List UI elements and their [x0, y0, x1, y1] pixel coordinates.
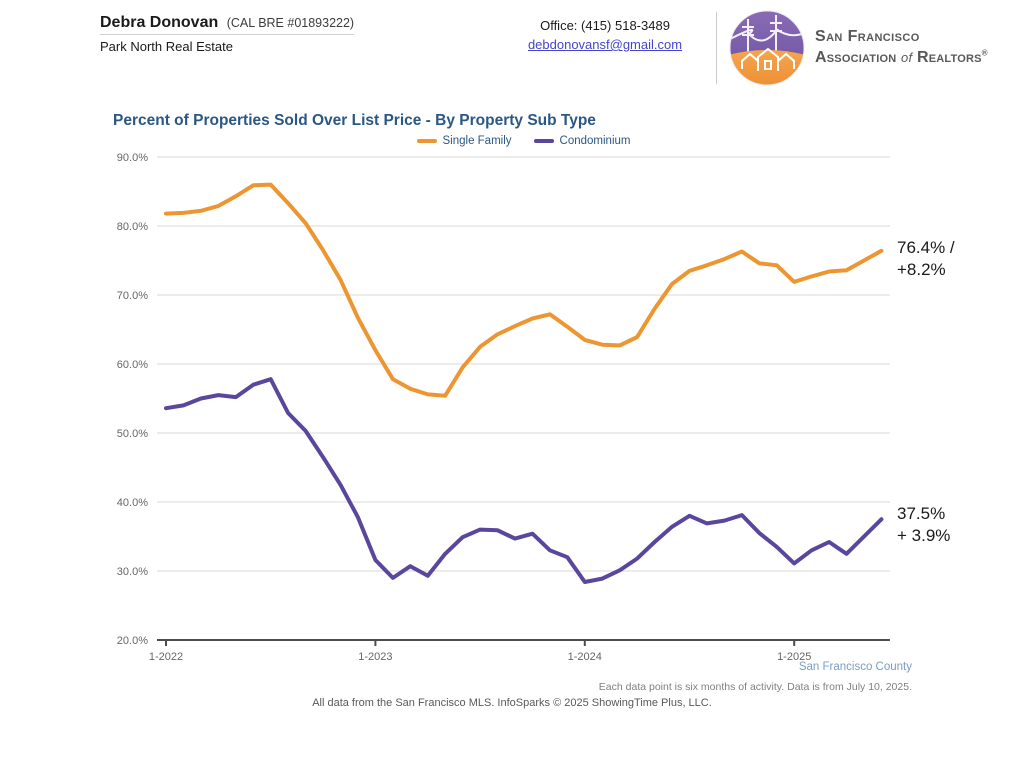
chart-title: Percent of Properties Sold Over List Pri… [113, 112, 596, 129]
x-tick-label: 1-2022 [149, 651, 183, 663]
single-family-color-swatch [416, 139, 437, 143]
legend-item-condominium[interactable]: Condominium [533, 135, 631, 147]
agent-name-line: Debra Donovan (CAL BRE #01893222) [100, 14, 355, 35]
agent-license: (CAL BRE #01893222) [226, 16, 355, 30]
county-label: San Francisco County [798, 661, 912, 673]
agent-name: Debra Donovan [100, 14, 219, 31]
mls-attribution: All data from the San Francisco MLS. Inf… [312, 697, 712, 709]
chart-legend: Single Family Condominium [157, 135, 890, 147]
agent-block: Debra Donovan (CAL BRE #01893222) Park N… [100, 14, 355, 54]
y-tick-label: 50.0% [117, 428, 148, 440]
office-phone: Office: (415) 518-3489 [540, 18, 670, 33]
y-tick-label: 20.0% [117, 635, 148, 647]
email-link[interactable]: debdonovansf@gmail.com [527, 37, 683, 52]
y-tick-label: 70.0% [117, 290, 148, 302]
y-tick-label: 40.0% [117, 497, 148, 509]
legend-label-condominium: Condominium [559, 135, 631, 147]
x-tick-label: 1-2025 [777, 651, 811, 663]
series-line-single-family[interactable] [164, 182, 884, 398]
agent-company: Park North Real Estate [100, 39, 233, 54]
single-family-end-annotation: 76.4% / +8.2% [897, 238, 955, 279]
legend-label-single-family: Single Family [442, 135, 512, 147]
sfar-logo-line2: Association of Realtors® [815, 48, 988, 66]
y-tick-label: 30.0% [117, 566, 148, 578]
header-divider [716, 12, 717, 84]
legend-item-single-family[interactable]: Single Family [416, 135, 512, 147]
sfar-logo-text: San Francisco Association of Realtors® [815, 27, 988, 69]
condominium-color-swatch [533, 139, 554, 143]
y-tick-label: 90.0% [117, 152, 148, 164]
registered-mark: ® [981, 48, 988, 58]
data-note: Each data point is six months of activit… [598, 681, 912, 693]
sfar-logo: San Francisco Association of Realtors® [728, 9, 988, 87]
y-tick-label: 80.0% [117, 221, 148, 233]
contact-block: Office: (415) 518-3489 debdonovansf@gmai… [505, 18, 705, 54]
sfar-logo-line1: San Francisco [815, 28, 920, 46]
sfar-logo-icon [729, 10, 805, 86]
series-line-condominium[interactable] [164, 377, 884, 584]
y-tick-label: 60.0% [117, 359, 148, 371]
condominium-end-annotation: 37.5% + 3.9% [897, 504, 951, 545]
x-tick-label: 1-2024 [568, 651, 602, 663]
x-tick-label: 1-2023 [358, 651, 392, 663]
